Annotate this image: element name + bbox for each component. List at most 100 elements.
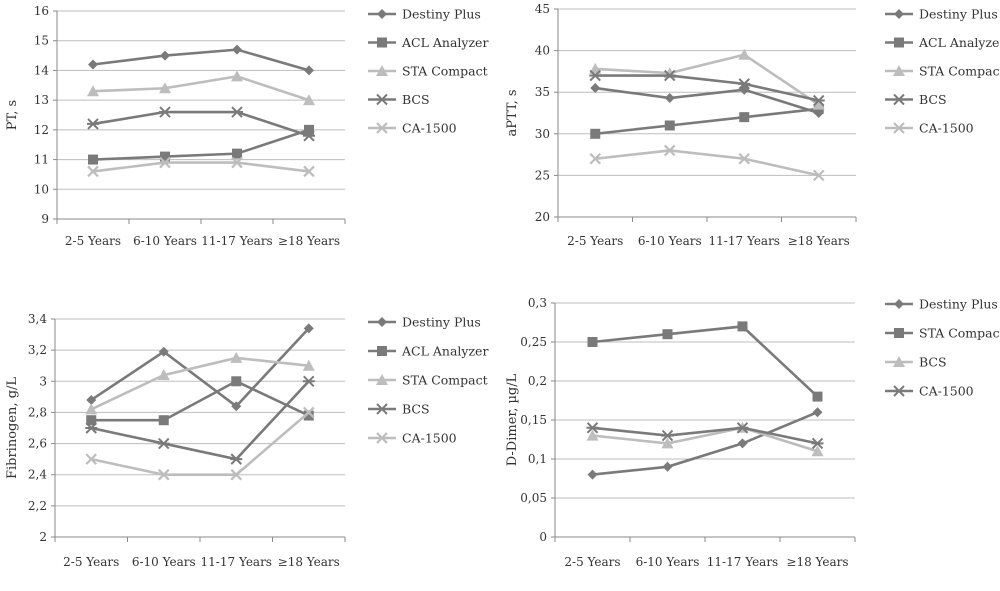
chart-panel-fibrinogen: 2 2,2 2,4 2,6 2,8 3 3,2 3,4 2-5 Years 6-10 Years 1… — [0, 290, 500, 587]
y-tick-label: 0,25 — [520, 335, 547, 349]
series-ca-1500 — [586, 422, 824, 450]
x-category-label: 2-5 Years — [564, 555, 620, 569]
y-axis-label: aPTT, s — [505, 89, 520, 136]
legend-entry: BCS — [368, 92, 430, 107]
legend-entry: STA Compact — [885, 326, 1000, 341]
data-point — [85, 422, 98, 434]
x-category-label: 11-17 Years — [709, 234, 780, 248]
series-line — [595, 107, 819, 136]
data-point — [231, 376, 242, 387]
legend-entry: STA Compact — [885, 64, 1000, 79]
data-point — [812, 94, 825, 107]
data-point — [586, 429, 599, 441]
x-category-label: ≥18 Years — [788, 234, 850, 248]
ddimer-chart: 0 0,05 0,1 0,15 0,2 0,25 0,3 2-5 Years 6-10 Year… — [505, 296, 1000, 569]
data-point — [304, 65, 314, 76]
y-axis-label: Fibrinogen, g/L — [5, 377, 20, 479]
legend-entry: BCS — [885, 92, 947, 107]
legend-label: BCS — [402, 402, 430, 417]
data-point — [303, 130, 315, 142]
y-tick-label: 40 — [535, 44, 550, 58]
series-acl-analyzer — [86, 376, 314, 426]
y-tick-label: 2,8 — [28, 405, 47, 419]
series-line — [91, 379, 310, 422]
series-destiny-plus — [88, 44, 314, 76]
legend-label: CA-1500 — [402, 121, 457, 136]
y-axis-label: D-Dimer, µg/L — [505, 373, 520, 466]
legend-marker — [893, 65, 905, 76]
series-ca-1500 — [87, 156, 315, 178]
series-line — [90, 356, 309, 411]
x-category-label: ≥18 Years — [278, 234, 340, 248]
legend-marker — [894, 328, 904, 338]
fibrinogen-chart: 2 2,2 2,4 2,6 2,8 3 3,2 3,4 2-5 Years 6-10 Years 1… — [5, 312, 488, 569]
x-category-label: 11-17 Years — [707, 555, 778, 569]
data-point — [739, 112, 750, 123]
series-line — [90, 411, 310, 477]
y-tick-label: 25 — [535, 168, 550, 182]
data-point — [86, 394, 97, 405]
data-point — [231, 401, 242, 412]
x-category-label: 6-10 Years — [638, 234, 702, 248]
legend-label: ACL Analyzer — [401, 35, 488, 50]
y-axis-label: PT, s — [5, 100, 20, 130]
legend-entry: Destiny Plus — [368, 315, 481, 330]
data-point — [303, 323, 314, 334]
legend-entry: CA-1500 — [885, 121, 974, 136]
series-line — [92, 48, 310, 72]
series-sta-compact — [587, 321, 823, 402]
series-destiny-plus — [587, 407, 823, 480]
legend-marker — [377, 9, 387, 19]
series-line — [92, 128, 310, 161]
legend-marker — [893, 122, 905, 134]
legend-entry: ACL Analyzer — [368, 35, 488, 50]
legend-marker — [893, 356, 905, 367]
data-point — [812, 169, 825, 182]
data-point — [662, 329, 673, 340]
x-category-label: 11-17 Years — [201, 234, 272, 248]
series-line — [92, 75, 310, 102]
data-point — [737, 438, 748, 449]
legend-marker — [894, 9, 904, 19]
data-point — [160, 151, 170, 162]
series-line — [90, 380, 310, 461]
y-tick-label: 20 — [535, 210, 550, 224]
legend-entry: CA-1500 — [368, 431, 457, 446]
data-point — [302, 359, 315, 371]
y-tick-label: 3,2 — [28, 343, 47, 357]
y-tick-label: 14 — [34, 63, 50, 77]
legend-marker — [377, 346, 387, 356]
legend-marker — [376, 403, 388, 415]
legend-label: Destiny Plus — [919, 297, 998, 312]
data-point — [85, 453, 98, 465]
legend-marker — [893, 93, 905, 106]
data-point — [590, 128, 601, 139]
y-tick-label: 2 — [39, 530, 47, 544]
data-point — [303, 410, 314, 421]
data-point — [589, 69, 602, 82]
series-line — [90, 327, 310, 408]
chart-panel-aptt: 20 25 30 35 40 45 2-5 Years 6-10 Years 11-17 Yea… — [500, 0, 1000, 280]
series-acl-analyzer — [88, 124, 314, 165]
y-tick-label: 12 — [34, 123, 49, 137]
y-tick-label: 2,2 — [28, 499, 47, 513]
data-point — [664, 120, 675, 131]
legend-label: BCS — [919, 92, 947, 107]
data-point — [737, 321, 748, 332]
legend-label: ACL Analyzer — [401, 344, 488, 359]
y-tick-label: 13 — [34, 93, 49, 107]
y-tick-label: 0 — [539, 530, 547, 544]
data-point — [738, 78, 751, 90]
series-line — [592, 325, 819, 398]
legend-entry: STA Compact — [368, 64, 488, 79]
legend-entry: ACL Analyzer — [885, 35, 1000, 50]
y-tick-label: 3 — [39, 374, 47, 388]
legend-marker — [894, 37, 904, 48]
data-point — [87, 85, 99, 97]
data-point — [587, 469, 598, 480]
chart-panel-ddimer: 0 0,05 0,1 0,15 0,2 0,25 0,3 2-5 Years 6-10 Year… — [500, 290, 1000, 587]
series-bcs — [87, 106, 315, 142]
data-point — [231, 106, 243, 118]
data-point — [158, 415, 169, 426]
series-bcs — [85, 375, 315, 465]
